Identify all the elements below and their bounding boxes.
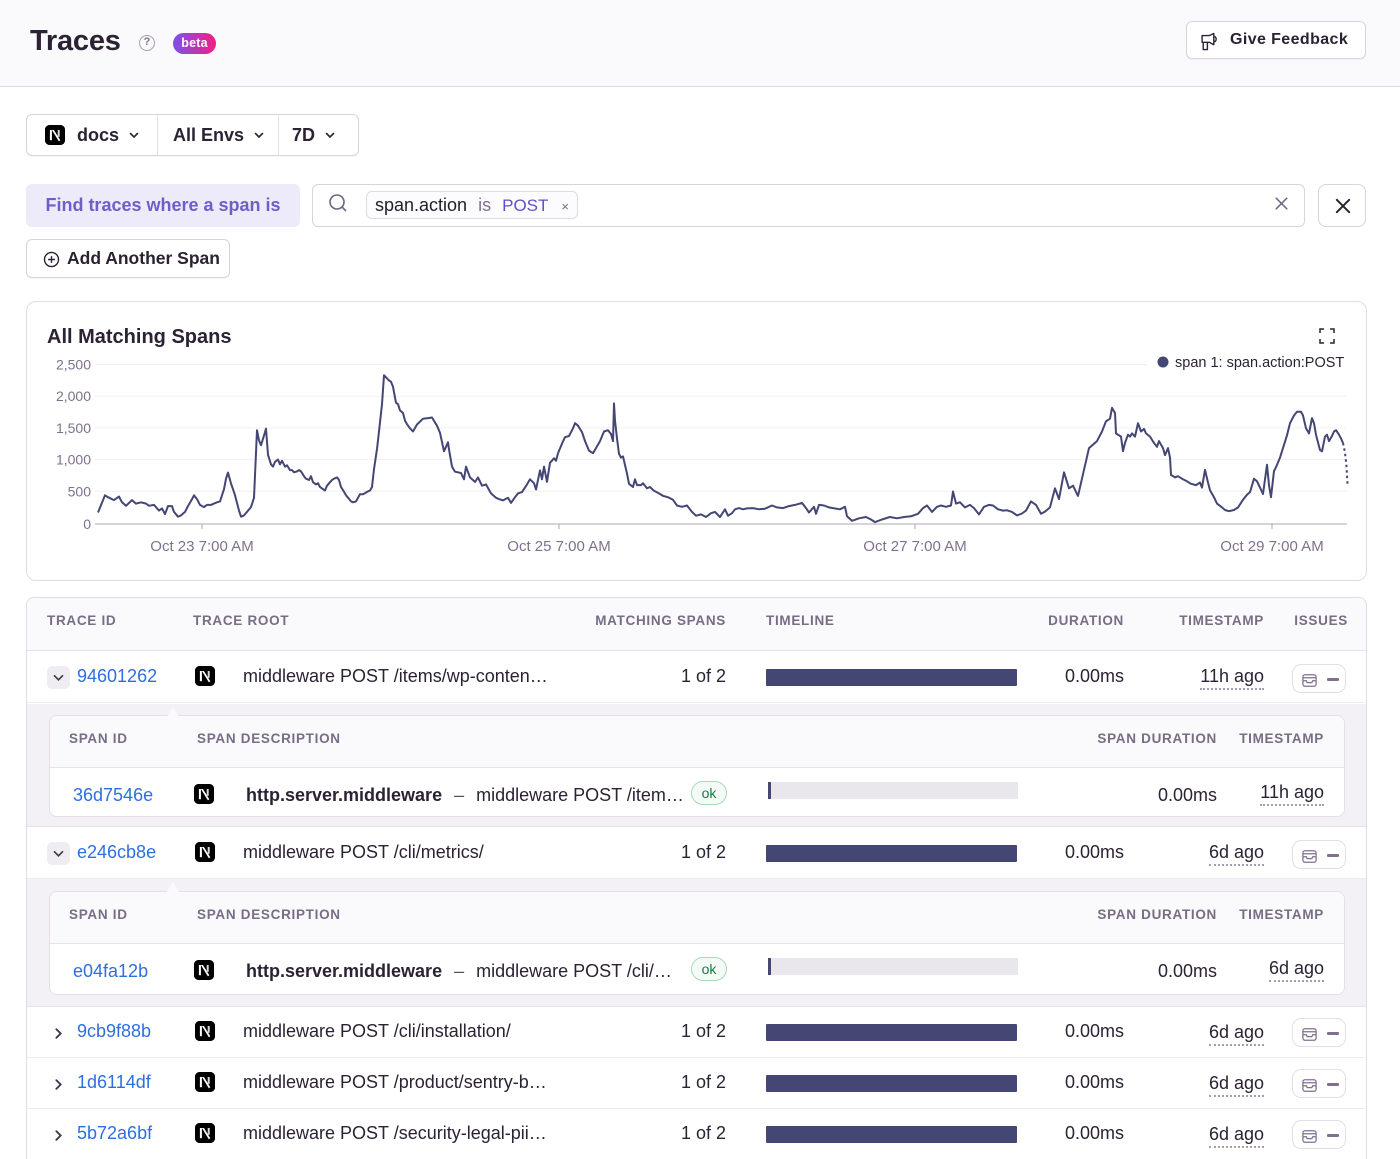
svg-text:0: 0 (83, 516, 91, 532)
svg-text:2,000: 2,000 (56, 388, 91, 404)
svg-text:500: 500 (68, 483, 92, 499)
svg-text:Oct 25 7:00 AM: Oct 25 7:00 AM (507, 538, 610, 555)
svg-text:2,500: 2,500 (56, 357, 91, 373)
svg-text:span 1: span.action:POST: span 1: span.action:POST (1175, 355, 1344, 371)
svg-text:Oct 27 7:00 AM: Oct 27 7:00 AM (863, 538, 966, 555)
svg-text:1,000: 1,000 (56, 452, 91, 468)
svg-text:1,500: 1,500 (56, 420, 91, 436)
svg-text:Oct 23 7:00 AM: Oct 23 7:00 AM (150, 538, 253, 555)
svg-text:Oct 29 7:00 AM: Oct 29 7:00 AM (1220, 538, 1323, 555)
